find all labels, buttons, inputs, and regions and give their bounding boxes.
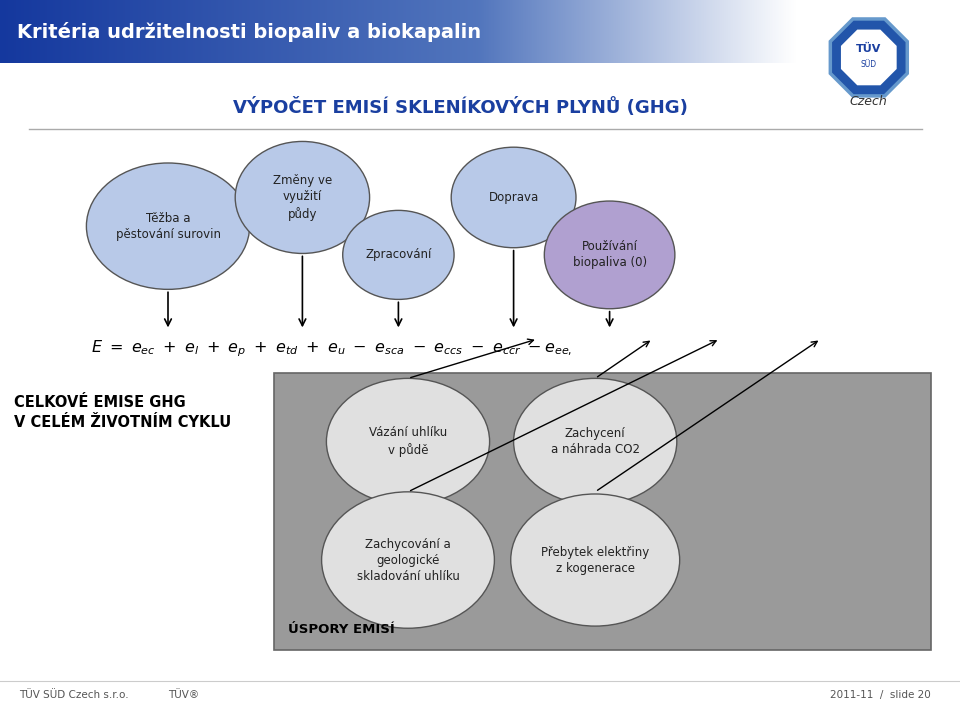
Text: $E\ =\ e_{ec}\ +\ e_l\ +\ e_p\ +\ e_{td}\ +\ e_u\ -\ e_{sca}\ -\ e_{ccs}\ -\ e_{: $E\ =\ e_{ec}\ +\ e_l\ +\ e_p\ +\ e_{td}… <box>91 338 572 358</box>
Text: Czech: Czech <box>850 95 888 108</box>
Text: ÚSPORY EMISÍ: ÚSPORY EMISÍ <box>288 623 395 636</box>
Ellipse shape <box>544 201 675 309</box>
Text: Změny ve
využití
půdy: Změny ve využití půdy <box>273 174 332 220</box>
Text: 2011-11  /  slide 20: 2011-11 / slide 20 <box>830 690 931 700</box>
Text: Zachycení
a náhrada CO2: Zachycení a náhrada CO2 <box>551 427 639 456</box>
Text: Zpracování: Zpracování <box>365 248 432 261</box>
Text: Zachycování a
geologické
skladování uhlíku: Zachycování a geologické skladování uhlí… <box>356 538 460 582</box>
Text: CELKOVÉ EMISE GHG
V CELÉM ŽIVOTNÍM CYKLU: CELKOVÉ EMISE GHG V CELÉM ŽIVOTNÍM CYKLU <box>14 396 231 430</box>
Ellipse shape <box>322 492 494 628</box>
Text: VÝPOČET EMISÍ SKLENÍKOVÝCH PLYNŮ (GHG): VÝPOČET EMISÍ SKLENÍKOVÝCH PLYNŮ (GHG) <box>233 98 688 117</box>
Text: Doprava: Doprava <box>489 191 539 204</box>
Ellipse shape <box>235 141 370 253</box>
Text: Těžba a
pěstování surovin: Těžba a pěstování surovin <box>115 212 221 241</box>
Polygon shape <box>830 19 907 96</box>
Polygon shape <box>841 29 897 85</box>
Ellipse shape <box>326 378 490 505</box>
Text: TÜV: TÜV <box>856 44 881 54</box>
Text: TÜV SÜD Czech s.r.o.: TÜV SÜD Czech s.r.o. <box>19 690 129 700</box>
Text: Vázání uhlíku
v půdě: Vázání uhlíku v půdě <box>369 426 447 457</box>
Ellipse shape <box>343 210 454 299</box>
Ellipse shape <box>514 378 677 505</box>
Ellipse shape <box>451 147 576 248</box>
Text: Kritéria udržitelnosti biopaliv a biokapalin: Kritéria udržitelnosti biopaliv a biokap… <box>17 22 481 42</box>
Text: SÜD: SÜD <box>861 60 876 69</box>
Text: Přebytek elektřiny
z kogenerace: Přebytek elektřiny z kogenerace <box>541 546 649 574</box>
Ellipse shape <box>86 163 250 289</box>
FancyBboxPatch shape <box>274 373 931 650</box>
Text: TÜV®: TÜV® <box>168 690 199 700</box>
Text: Používání
biopaliva (0): Používání biopaliva (0) <box>572 241 647 269</box>
Ellipse shape <box>511 494 680 626</box>
